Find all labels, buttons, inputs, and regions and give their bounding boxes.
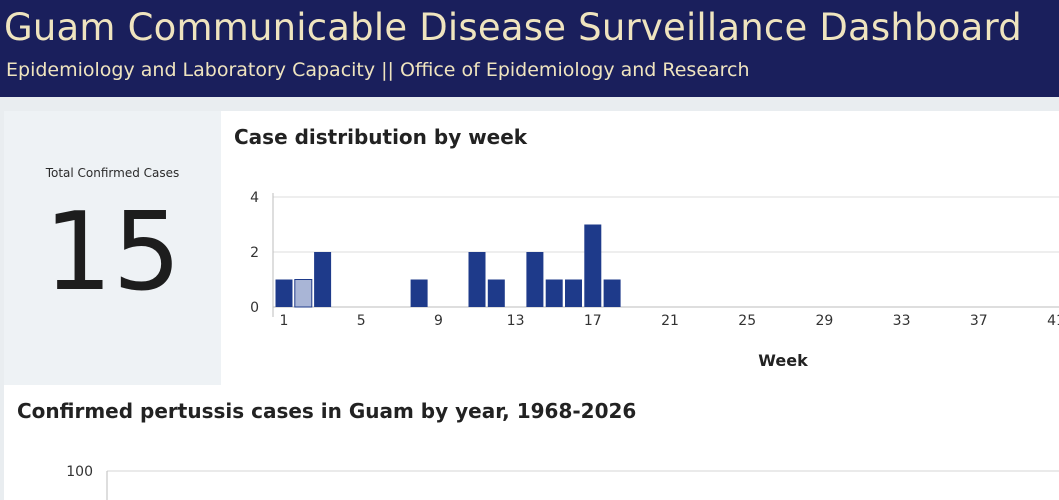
bar-week-2[interactable] [294, 279, 313, 308]
x-tick-label: 33 [893, 313, 911, 329]
x-tick-label: 5 [357, 313, 366, 329]
y-tick-label: 2 [250, 245, 259, 261]
weekly-chart-title: Case distribution by week [234, 125, 528, 149]
bar-week-3[interactable] [314, 252, 332, 307]
total-cases-value: 15 [43, 190, 182, 315]
x-axis-title: Week [758, 351, 808, 370]
y-tick-label: 100 [66, 464, 93, 480]
y-tick-label: 4 [250, 190, 259, 206]
yearly-bar-chart[interactable]: 100 [4, 385, 1059, 500]
x-tick-label: 1 [280, 313, 289, 329]
x-tick-label: 37 [970, 313, 988, 329]
dashboard-header: Guam Communicable Disease Surveillance D… [0, 0, 1059, 97]
x-tick-label: 17 [584, 313, 602, 329]
bar-week-17[interactable] [584, 224, 602, 308]
bar-week-16[interactable] [565, 279, 582, 308]
total-cases-label: Total Confirmed Cases [45, 166, 180, 180]
bar-week-15[interactable] [545, 279, 563, 308]
yearly-chart-card: Confirmed pertussis cases in Guam by yea… [4, 385, 1059, 500]
y-tick-label: 0 [250, 300, 259, 316]
weekly-bar-chart[interactable]: 0241591317212529333741Week [221, 111, 1059, 385]
dashboard-title: Guam Communicable Disease Surveillance D… [4, 6, 1022, 49]
bar-week-12[interactable] [487, 279, 505, 308]
x-tick-label: 41 [1047, 313, 1059, 329]
yearly-chart-title: Confirmed pertussis cases in Guam by yea… [17, 399, 637, 423]
bar-week-11[interactable] [468, 252, 486, 307]
x-tick-label: 9 [434, 313, 443, 329]
total-cases-card: Total Confirmed Cases 15 [4, 111, 221, 385]
dashboard-subtitle: Epidemiology and Laboratory Capacity || … [6, 59, 750, 81]
x-tick-label: 21 [661, 313, 679, 329]
x-tick-label: 25 [738, 313, 756, 329]
bar-week-14[interactable] [526, 252, 544, 307]
x-tick-label: 29 [815, 313, 833, 329]
bar-week-18[interactable] [603, 279, 621, 308]
bar-week-8[interactable] [410, 279, 428, 308]
bar-week-1[interactable] [275, 279, 293, 308]
weekly-chart-card: Case distribution by week 0 2 4 1 5 9 13 17 21 25… [221, 111, 1059, 385]
x-tick-label: 13 [507, 313, 525, 329]
